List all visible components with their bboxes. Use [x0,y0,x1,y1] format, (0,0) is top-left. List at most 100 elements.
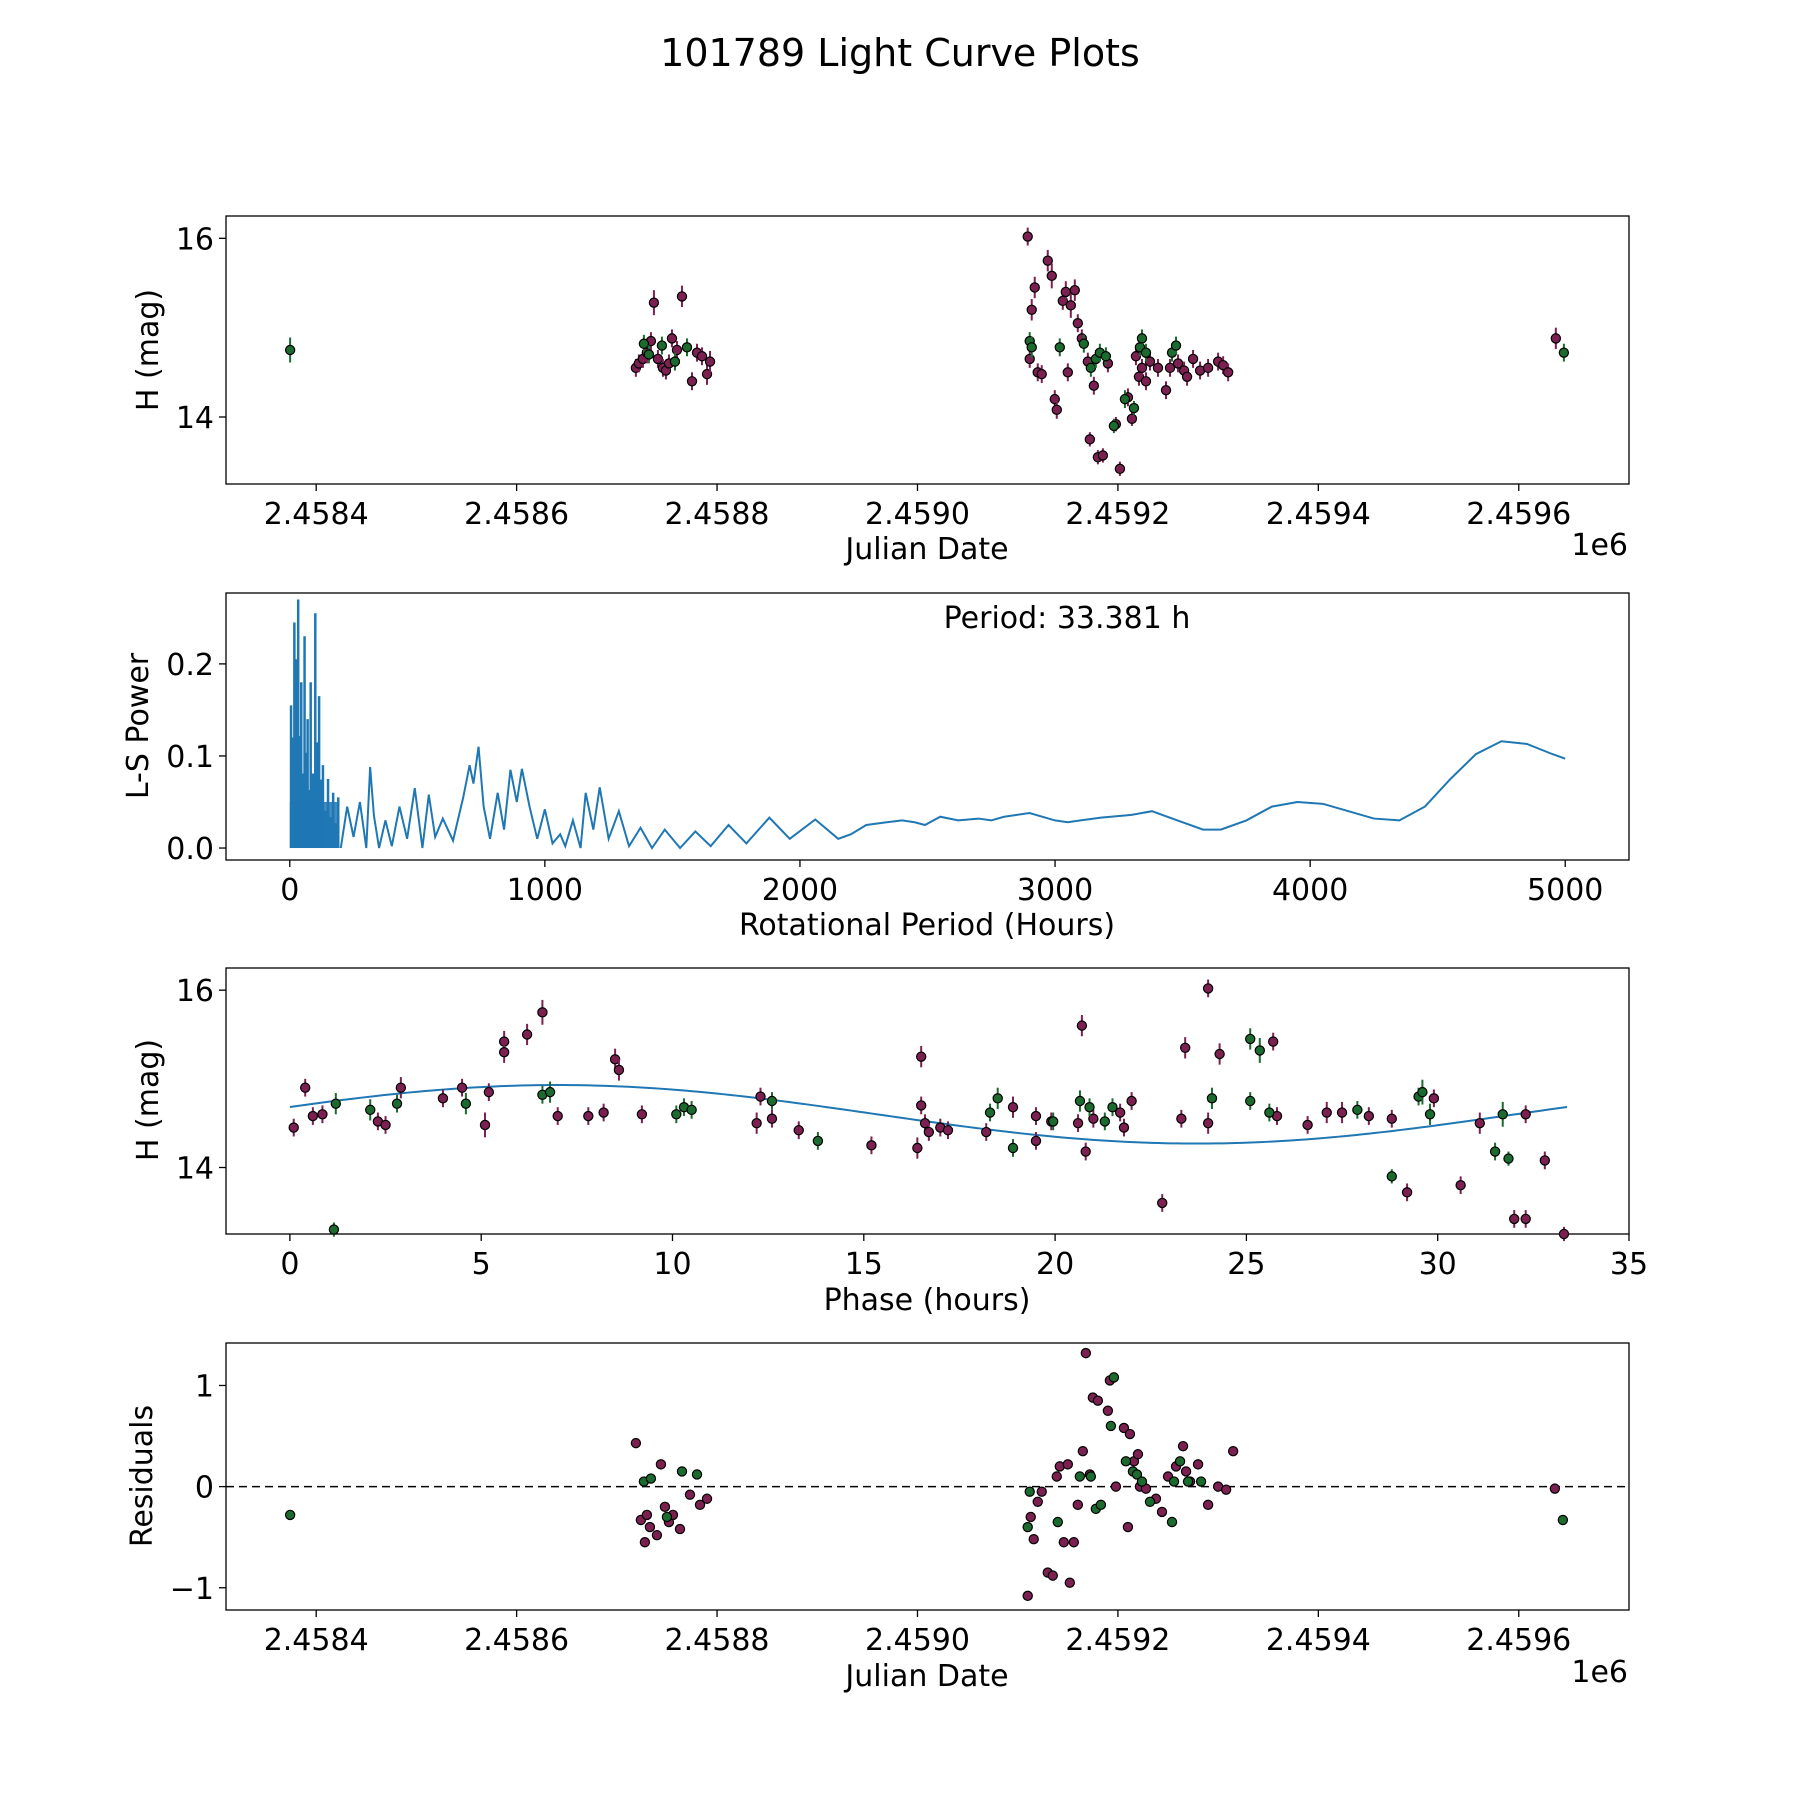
phase-point-purple [1126,1095,1137,1107]
residuals-x-tick-label: 2.4594 [1266,1623,1371,1658]
light-curve-point-green [1119,393,1131,405]
phase-y-label: H (mag) [131,1039,166,1161]
light-curve-point-purple [1222,367,1234,378]
light-curve-x-tick-label: 2.4584 [264,497,369,532]
residuals-y-tick-label: 1 [195,1369,214,1404]
phase-point-green [1007,1142,1019,1154]
phase-x-label: Phase (hours) [824,1283,1031,1318]
period-annotation: Period: 33.381 h [944,601,1191,636]
residuals-point-purple [674,1523,686,1535]
residuals-point-purple [659,1501,671,1513]
phase-point-purple [1336,1107,1348,1118]
periodogram-axes-frame [225,592,1630,861]
residuals-point-green [1105,1420,1117,1432]
phase-point-green [391,1098,403,1109]
residuals-point-purple [644,1521,656,1533]
light-curve-point-purple [1202,362,1214,374]
light-curve-panel: 2.4584 2.4586 2.4588 2.4590 2.4592 2.4594 2.45… [131,215,1630,567]
light-curve-x-label: Julian Date [843,532,1008,567]
light-curve-point-green [1108,420,1120,432]
residuals-point-purple [1025,1511,1036,1523]
phase-point-green [1245,1095,1256,1107]
light-curve-points [284,227,1570,476]
phase-point-green [1254,1045,1265,1056]
light-curve-point-green [1100,351,1112,362]
residuals-points [226,1347,1629,1602]
light-curve-point-purple [1049,393,1060,405]
residuals-point-purple [1036,1486,1047,1497]
light-curve-point-purple [1172,358,1184,369]
residuals-point-green [1144,1496,1156,1507]
residuals-point-purple [1202,1499,1214,1511]
light-curve-point-green [638,338,650,349]
phase-point-green [330,1098,342,1109]
residuals-point-purple [1077,1446,1089,1457]
light-curve-point-purple [1029,282,1040,293]
phase-point-purple [479,1119,491,1131]
residuals-point-green [691,1469,703,1480]
phase-point-purple [1520,1213,1531,1225]
phase-point-purple [288,1122,299,1133]
phase-x-ticks: 0 5 10 15 20 25 30 35 [280,1234,1648,1282]
phase-point-purple [1118,1122,1130,1133]
light-curve-point-purple [1088,380,1100,391]
residuals-point-purple [1028,1534,1039,1545]
light-curve-y-tick-label: 16 [176,222,214,257]
residuals-x-ticks: 2.4584 2.4586 2.4588 2.4590 2.4592 2.4594 2.45… [264,1610,1571,1658]
phase-y-tick-label: 14 [176,1152,214,1187]
phase-point-purple [1114,1107,1126,1118]
light-curve-point-purple [704,356,716,367]
residuals-offset-label: 1e6 [1571,1655,1628,1690]
light-curve-point-purple [686,376,698,387]
light-curve-point-green [284,344,296,356]
residuals-point-purple [1062,1459,1074,1470]
residuals-x-tick-label: 2.4596 [1466,1623,1571,1658]
residuals-y-label: Residuals [125,1405,160,1547]
phase-point-purple [1202,1117,1214,1129]
residuals-point-purple [1124,1428,1136,1440]
phase-point-green [984,1107,996,1118]
phase-point-purple [613,1064,625,1076]
phase-x-tick-label: 10 [653,1247,691,1282]
phase-point-purple [866,1140,877,1151]
residuals-point-green [1095,1499,1107,1511]
residuals-point-green [1074,1471,1086,1482]
phase-point-green [1424,1109,1436,1120]
light-curve-point-purple [696,351,708,362]
phase-axes-frame [225,967,1630,1235]
light-curve-x-tick-label: 2.4592 [1065,497,1170,532]
phase-point-green [992,1093,1003,1104]
light-curve-point-green [1170,340,1182,351]
phase-point-purple [1509,1213,1520,1225]
residuals-point-purple [1220,1484,1232,1495]
light-curve-point-purple [1140,376,1152,387]
light-curve-point-green [656,340,668,351]
periodogram-lines [289,599,1566,850]
residuals-point-green [1182,1476,1194,1487]
phase-point-green [1417,1086,1428,1098]
phase-point-purple [380,1119,391,1131]
figure-title: 101789 Light Curve Plots [660,31,1140,75]
light-curve-point-purple [648,297,660,308]
phase-point-green [1084,1102,1095,1113]
light-curve-point-purple [1152,362,1164,374]
light-curve-point-green [1558,347,1570,358]
phase-point-green [1047,1116,1059,1127]
light-curve-point-purple [1046,270,1057,282]
phase-point-purple [1401,1187,1413,1198]
phase-x-tick-label: 35 [1610,1247,1648,1282]
phase-point-purple [1214,1048,1225,1060]
residuals-point-green [1108,1372,1120,1383]
phase-point-green [1352,1104,1363,1116]
residuals-panel: 2.4584 2.4586 2.4588 2.4590 2.4592 2.4594 2.45… [125,1342,1630,1694]
phase-point-purple [317,1109,328,1120]
residuals-point-purple [1058,1537,1069,1548]
residuals-point-green [1557,1514,1569,1526]
light-curve-x-tick-label: 2.4588 [665,497,770,532]
residuals-point-green [1120,1456,1132,1467]
phase-point-purple [299,1082,311,1093]
phase-point-purple [483,1086,495,1098]
light-curve-point-green [681,342,693,353]
phase-point-green [1245,1033,1256,1045]
